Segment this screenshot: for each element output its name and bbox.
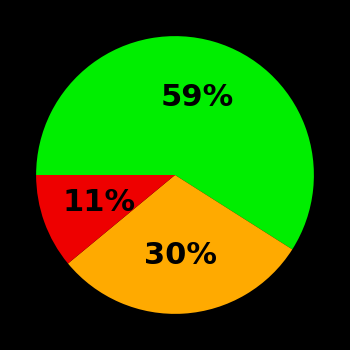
Text: 11%: 11% xyxy=(63,188,136,217)
Text: 59%: 59% xyxy=(161,83,234,112)
Wedge shape xyxy=(36,175,175,264)
Text: 30%: 30% xyxy=(144,241,217,270)
Wedge shape xyxy=(68,175,292,314)
Wedge shape xyxy=(36,36,314,250)
